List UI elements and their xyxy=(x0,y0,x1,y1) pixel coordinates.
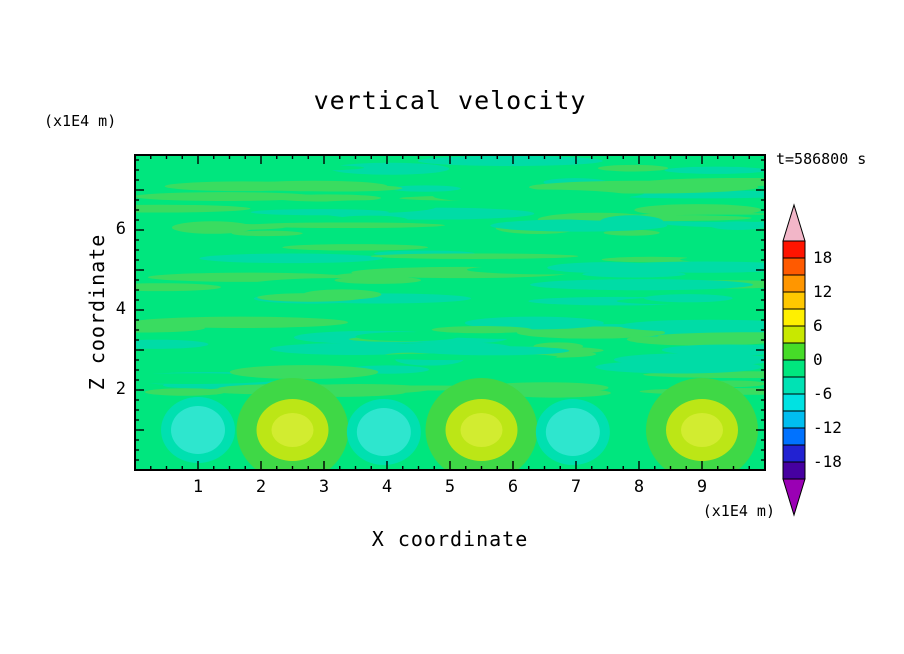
streak xyxy=(516,326,666,339)
streak xyxy=(229,365,379,380)
downdraft-core xyxy=(356,408,411,456)
chart-title: vertical velocity xyxy=(313,86,587,115)
colorbar-tick-label: 6 xyxy=(813,316,823,335)
x-tick-label: 9 xyxy=(696,477,708,497)
streak xyxy=(250,209,390,216)
streak xyxy=(135,192,317,202)
streak xyxy=(686,255,753,261)
colorbar-segment xyxy=(782,308,806,327)
colorbar-tick-label: 0 xyxy=(813,350,823,369)
z-tick-label: 2 xyxy=(115,379,126,399)
contour-field xyxy=(135,155,765,470)
colorbar-segment xyxy=(782,410,806,429)
streak xyxy=(144,388,226,396)
streak xyxy=(390,185,461,192)
streak xyxy=(171,221,253,234)
streak xyxy=(355,332,459,342)
colorbar-segment xyxy=(782,393,806,412)
colorbar-segment xyxy=(782,427,806,446)
streak xyxy=(282,184,403,192)
colorbar-segment xyxy=(782,274,806,293)
streak xyxy=(417,155,603,167)
streak xyxy=(335,232,420,243)
streak xyxy=(273,194,382,202)
streak xyxy=(334,276,422,284)
streak xyxy=(530,279,753,291)
streak xyxy=(135,339,209,349)
streak xyxy=(135,204,251,213)
streak xyxy=(135,245,292,254)
streak xyxy=(442,300,502,314)
streak xyxy=(248,222,445,229)
streak xyxy=(597,164,669,172)
streak xyxy=(601,256,702,263)
x-tick-label: 8 xyxy=(633,477,645,497)
streak xyxy=(464,316,604,330)
streak xyxy=(619,319,765,333)
colorbar-arrow-top xyxy=(782,203,806,242)
streak xyxy=(231,230,303,237)
updraft-inner xyxy=(681,413,723,447)
x-tick-label: 6 xyxy=(507,477,519,497)
colorbar-tick-label: -18 xyxy=(813,452,842,471)
streak xyxy=(332,215,408,225)
streak xyxy=(135,283,222,292)
streak xyxy=(199,253,383,264)
x-tick-label: 7 xyxy=(570,477,582,497)
streak xyxy=(661,344,765,356)
streak xyxy=(330,162,450,175)
x-tick-label: 3 xyxy=(318,477,330,497)
z-axis-unit-label: (x1E4 m) xyxy=(44,112,117,130)
colorbar-segment xyxy=(782,257,806,276)
colorbar-tick-label: 12 xyxy=(813,282,833,301)
colorbar-segment xyxy=(782,444,806,463)
time-annotation: t=586800 s xyxy=(776,150,867,168)
updraft-inner xyxy=(460,413,503,447)
downdraft-core xyxy=(171,406,225,454)
colorbar-segment xyxy=(782,359,806,378)
x-tick-label: 5 xyxy=(444,477,456,497)
colorbar-tick-label: -6 xyxy=(813,384,833,403)
x-tick-label: 2 xyxy=(255,477,267,497)
colorbar-tick-label: -12 xyxy=(813,418,842,437)
colorbar-segment xyxy=(782,461,806,480)
colorbar-segment xyxy=(782,325,806,344)
streak xyxy=(595,360,762,374)
x-axis-title: X coordinate xyxy=(371,527,529,551)
colorbar-segment xyxy=(782,240,806,259)
streak xyxy=(610,261,765,273)
streak xyxy=(599,215,664,229)
x-tick-label: 4 xyxy=(381,477,393,497)
colorbar-segment xyxy=(782,342,806,361)
x-tick-label: 1 xyxy=(192,477,204,497)
streak xyxy=(135,303,271,314)
z-tick-label: 4 xyxy=(115,299,126,319)
streak xyxy=(528,180,759,194)
streak xyxy=(370,253,579,259)
streak xyxy=(282,244,429,251)
streak xyxy=(710,221,765,230)
colorbar-tick-label: 18 xyxy=(813,248,833,267)
streak xyxy=(302,289,382,300)
colorbar-segment xyxy=(782,376,806,395)
downdraft-core xyxy=(545,408,600,456)
updraft-inner xyxy=(271,413,314,447)
streak xyxy=(643,294,733,303)
colorbar-segment xyxy=(782,291,806,310)
streak xyxy=(433,189,631,204)
streak xyxy=(135,316,348,329)
z-tick-label: 6 xyxy=(115,219,126,239)
x-axis-unit-label: (x1E4 m) xyxy=(702,502,775,520)
streak xyxy=(498,388,611,398)
streak xyxy=(208,164,365,171)
streak xyxy=(603,229,660,236)
streak xyxy=(657,332,765,340)
streak xyxy=(431,326,533,334)
streak xyxy=(664,166,765,174)
colorbar-arrow-bottom xyxy=(782,478,806,517)
streak xyxy=(418,346,570,356)
